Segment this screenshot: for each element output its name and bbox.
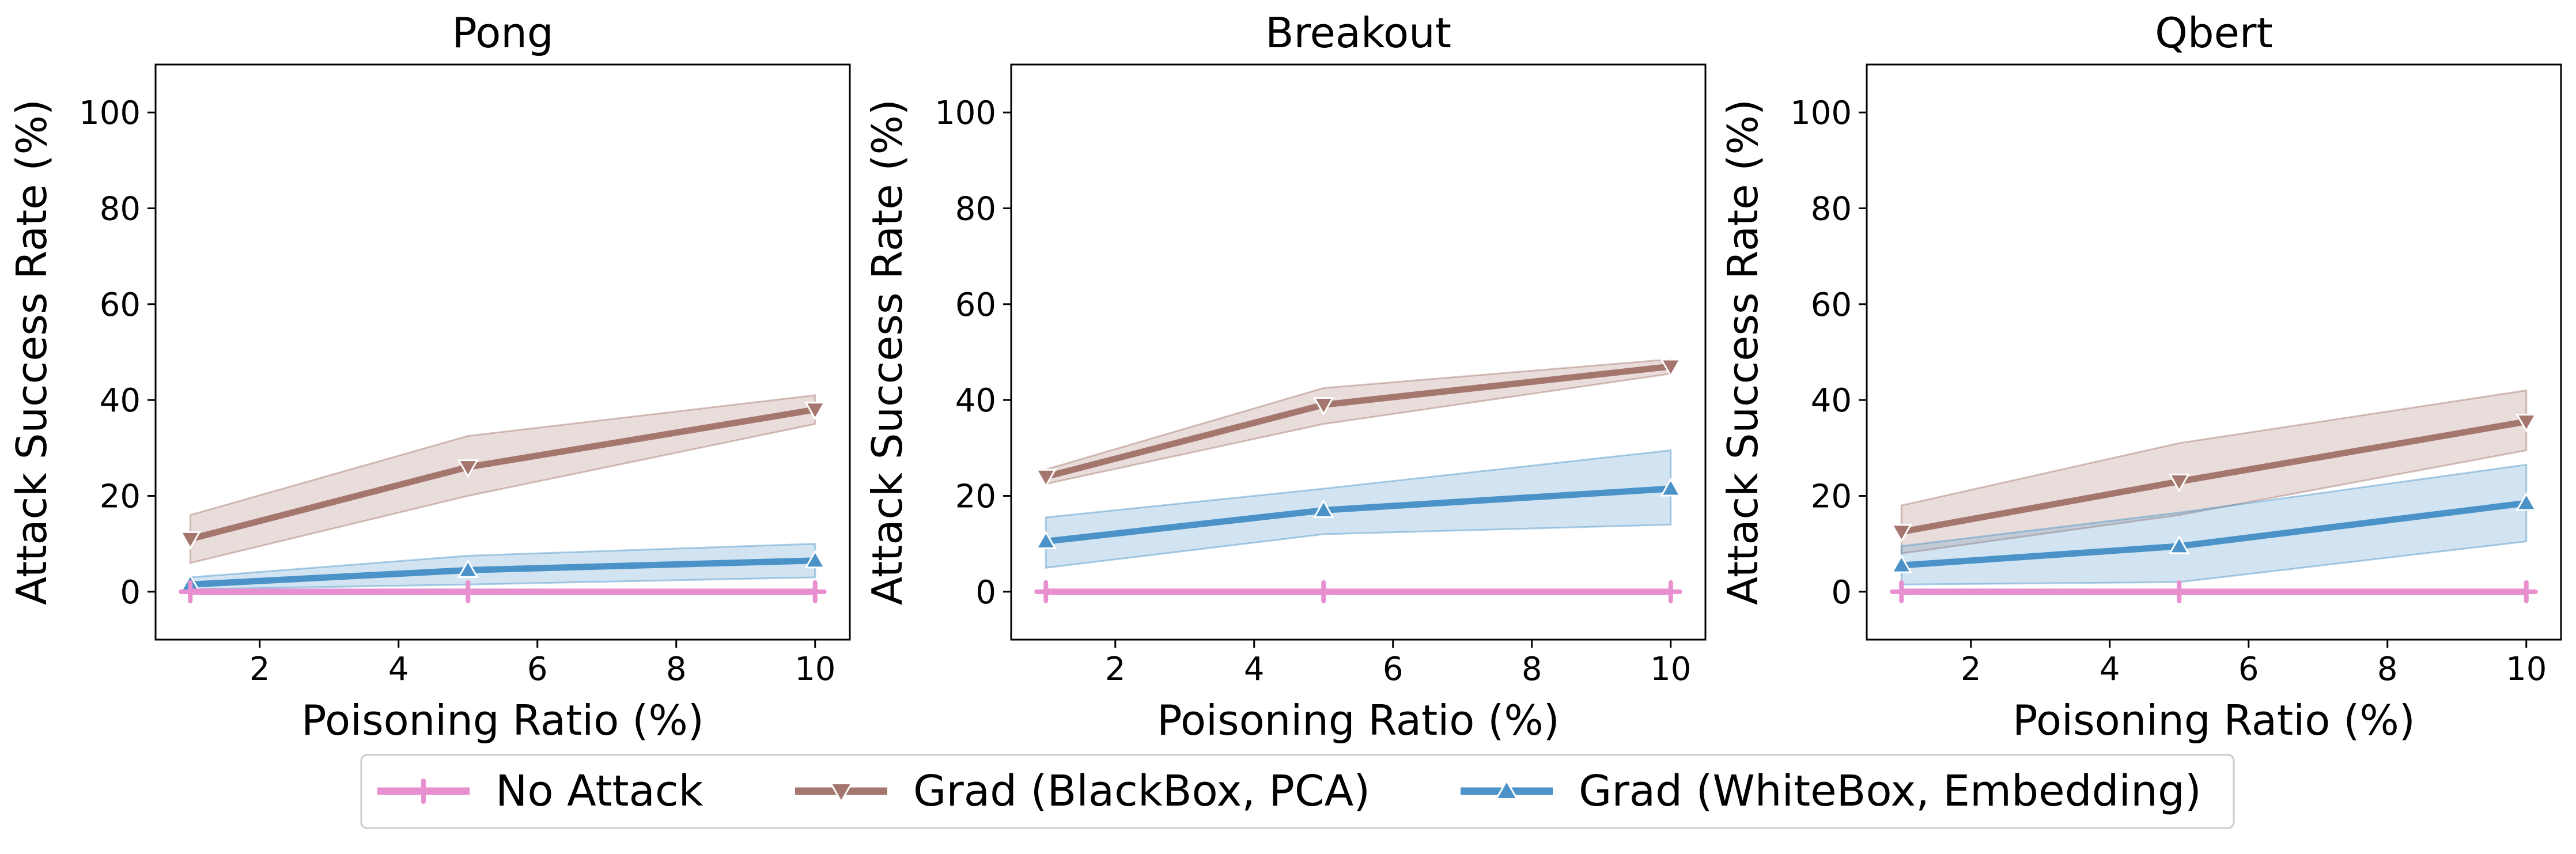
x-tick-label: 8 [2377, 651, 2398, 688]
panel-breakout: Breakout Attack Success Rate (%) Poisoning… [863, 9, 1707, 745]
panel-pong: Pong Attack Success Rate (%) Poisoning Rat… [7, 9, 851, 745]
point-grad-whitebox-embedding [2516, 492, 2537, 511]
x-axis-label: Poisoning Ratio (%) [301, 696, 704, 745]
point-grad-whitebox-embedding [1660, 478, 1682, 497]
x-tick-label: 8 [1522, 651, 1542, 688]
x-tick-label: 4 [2100, 651, 2120, 688]
point-no-attack [803, 580, 827, 603]
y-axis-label: Attack Success Rate (%) [1719, 99, 1767, 605]
point-grad-blackbox-pca [1890, 524, 1912, 543]
point-no-attack [1034, 580, 1058, 603]
point-grad-whitebox-embedding [1035, 530, 1057, 550]
x-tick-label: 2 [249, 651, 270, 688]
legend-marker [829, 783, 853, 804]
point-no-attack [1312, 580, 1336, 603]
y-tick-label: 100 [935, 95, 996, 132]
y-tick-label: 60 [955, 286, 996, 324]
point-grad-blackbox-pca [2516, 414, 2537, 433]
point-grad-blackbox-pca [1660, 358, 1682, 377]
y-tick-label: 40 [100, 382, 141, 420]
legend-label: No Attack [495, 766, 703, 816]
point-no-attack [2514, 580, 2538, 603]
y-tick-label: 80 [955, 191, 996, 228]
point-no-attack [1890, 580, 1913, 603]
x-tick-label: 8 [666, 651, 687, 688]
point-no-attack [2168, 580, 2191, 603]
point-grad-blackbox-pca [1035, 468, 1057, 488]
x-tick-label: 2 [1961, 651, 1981, 688]
y-tick-label: 80 [1811, 191, 1852, 228]
point-no-attack [179, 580, 202, 603]
y-tick-label: 40 [1811, 382, 1852, 420]
x-tick-label: 10 [1650, 651, 1691, 688]
point-grad-whitebox-embedding [804, 549, 826, 569]
y-tick-label: 0 [975, 574, 996, 611]
x-axis-label: Poisoning Ratio (%) [2013, 696, 2415, 745]
band-grad-blackbox-pca [1900, 389, 2528, 555]
point-grad-blackbox-pca [2168, 474, 2190, 493]
point-no-attack [456, 580, 480, 603]
panel-title: Qbert [2155, 9, 2273, 57]
legend-label: Grad (BlackBox, PCA) [913, 766, 1370, 816]
y-tick-label: 60 [100, 286, 141, 324]
plot-area [154, 63, 851, 641]
point-grad-blackbox-pca [804, 402, 826, 421]
point-grad-blackbox-pca [179, 531, 201, 550]
y-tick-label: 60 [1811, 286, 1852, 324]
x-tick-label: 6 [1383, 651, 1404, 688]
point-grad-whitebox-embedding [457, 559, 479, 578]
x-tick-label: 6 [527, 651, 548, 688]
x-axis-label: Poisoning Ratio (%) [1157, 696, 1560, 745]
x-tick-label: 2 [1105, 651, 1126, 688]
legend-marker [411, 779, 436, 804]
legend-item-grad-whitebox-embedding: Grad (WhiteBox, Embedding) [1461, 766, 2201, 816]
panel-title: Breakout [1265, 9, 1451, 57]
point-grad-whitebox-embedding [1890, 554, 1912, 573]
point-grad-blackbox-pca [1312, 396, 1334, 416]
legend-box [360, 754, 2235, 829]
y-tick-label: 100 [1790, 95, 1852, 132]
y-tick-label: 20 [955, 478, 996, 516]
legend-item-no-attack: No Attack [377, 766, 703, 816]
y-tick-label: 100 [79, 95, 141, 132]
x-tick-label: 6 [2238, 651, 2259, 688]
x-tick-label: 4 [1244, 651, 1265, 688]
legend-label: Grad (WhiteBox, Embedding) [1579, 766, 2201, 816]
point-no-attack [1659, 580, 1682, 603]
panel-qbert: Qbert Attack Success Rate (%) Poisoning Ra… [1719, 9, 2562, 745]
y-axis-label: Attack Success Rate (%) [7, 99, 56, 605]
legend-item-grad-blackbox-pca: Grad (BlackBox, PCA) [795, 766, 1370, 816]
x-tick-label: 10 [2506, 651, 2547, 688]
point-grad-whitebox-embedding [1312, 499, 1334, 518]
y-tick-label: 0 [120, 574, 141, 611]
y-tick-label: 40 [955, 382, 996, 420]
point-grad-blackbox-pca [457, 459, 479, 478]
panel-title: Pong [452, 9, 553, 57]
y-tick-label: 20 [100, 478, 141, 516]
plot-area [1866, 63, 2562, 641]
y-tick-label: 80 [100, 191, 141, 228]
y-tick-label: 20 [1811, 478, 1852, 516]
x-tick-label: 4 [388, 651, 409, 688]
legend: No Attack Grad (BlackBox, PCA) Grad (White… [360, 754, 2235, 829]
y-tick-label: 0 [1831, 574, 1852, 611]
x-tick-label: 10 [795, 651, 835, 688]
point-grad-whitebox-embedding [2168, 535, 2190, 554]
y-axis-label: Attack Success Rate (%) [863, 99, 911, 605]
plot-area [1010, 63, 1707, 641]
legend-marker [1495, 779, 1519, 800]
